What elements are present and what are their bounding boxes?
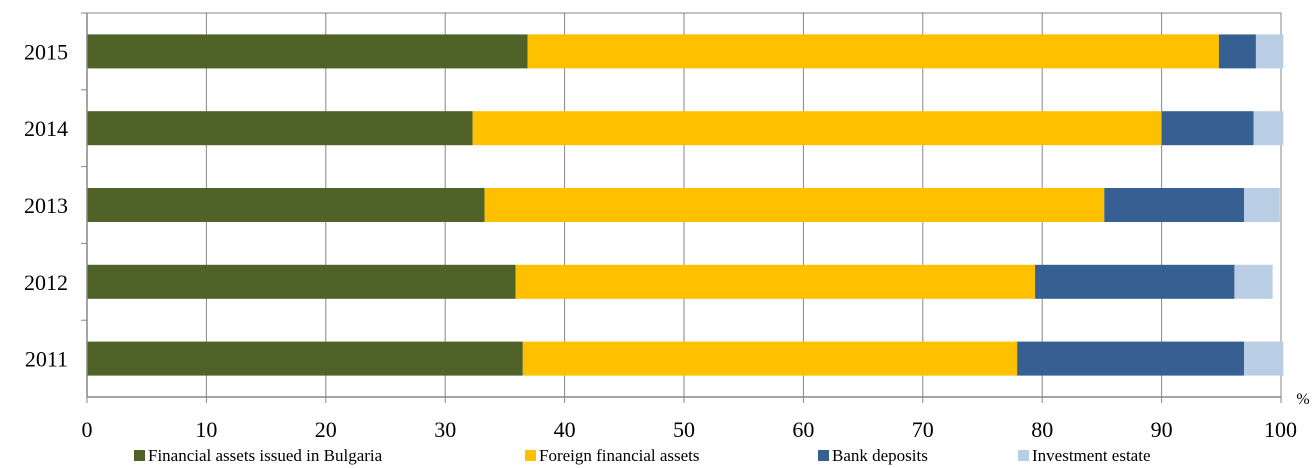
bar-2011-series-4 [1243, 341, 1284, 376]
bar-2015-series-1 [87, 34, 528, 69]
legend-label-1: Financial assets issued in Bulgaria [148, 446, 383, 465]
x-axis-tick-labels: 0 10 20 30 40 50 60 70 80 90 100 [82, 397, 1297, 442]
legend-swatch-3 [818, 450, 829, 461]
bar-2015-series-2 [527, 34, 1219, 69]
x-tick-label: 80 [1031, 417, 1053, 442]
bar-2014-series-1 [87, 111, 473, 146]
legend-swatch-1 [134, 450, 145, 461]
x-tick-label: 0 [82, 417, 93, 442]
x-tick-label: 10 [195, 417, 217, 442]
x-tick-label: 50 [673, 417, 695, 442]
bar-2013-series-3 [1104, 188, 1244, 222]
x-tick-label: 100 [1264, 417, 1297, 442]
bar-2014-series-4 [1253, 111, 1284, 146]
legend-swatch-2 [525, 450, 536, 461]
x-tick-label: 30 [434, 417, 456, 442]
y-tick-label: 2013 [24, 193, 68, 218]
bar-2013-series-2 [484, 188, 1105, 222]
bar-2012-series-1 [87, 264, 516, 299]
x-tick-label: 70 [912, 417, 934, 442]
bar-2012-series-4 [1234, 264, 1273, 299]
bar-2013-series-1 [87, 188, 485, 222]
bar-2011-series-2 [522, 341, 1018, 376]
legend-swatch-4 [1018, 450, 1029, 461]
bar-2012-series-2 [515, 264, 1036, 299]
legend-label-3: Bank deposits [832, 446, 928, 465]
y-axis-tick-labels: 2015 2014 2013 2012 2011 [24, 12, 87, 372]
legend: Financial assets issued in Bulgaria Forei… [134, 446, 1151, 465]
y-tick-label: 2011 [25, 347, 68, 372]
legend-label-2: Foreign financial assets [539, 446, 700, 465]
y-tick-label: 2015 [24, 39, 68, 64]
x-axis-unit-label: % [1296, 391, 1309, 408]
bar-2011-series-1 [87, 341, 523, 376]
y-tick-label: 2012 [24, 270, 68, 295]
bar-2012-series-3 [1035, 264, 1235, 299]
legend-label-4: Investment estate [1032, 446, 1151, 465]
bar-2013-series-4 [1243, 188, 1280, 222]
bar-2011-series-3 [1017, 341, 1244, 376]
x-tick-label: 60 [792, 417, 814, 442]
x-tick-label: 40 [554, 417, 576, 442]
bar-2015-series-3 [1218, 34, 1256, 69]
x-tick-label: 20 [315, 417, 337, 442]
bars [87, 34, 1284, 376]
bar-2015-series-4 [1255, 34, 1284, 69]
x-tick-label: 90 [1151, 417, 1173, 442]
bar-2014-series-3 [1161, 111, 1254, 146]
bar-2014-series-2 [472, 111, 1162, 146]
y-tick-label: 2014 [24, 116, 68, 141]
